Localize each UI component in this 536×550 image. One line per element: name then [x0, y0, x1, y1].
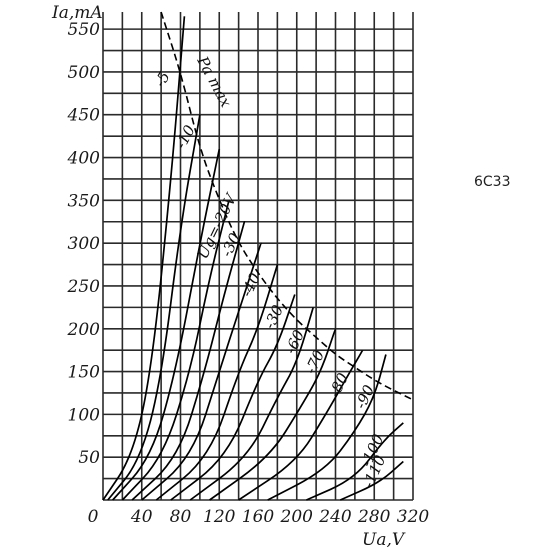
y-tick-label: 550 [68, 20, 101, 40]
y-tick-label: 450 [67, 106, 101, 126]
y-tick-labels: 50 100 150 200 250 300 350 400 450 500 550 [67, 20, 101, 468]
series-line [102, 16, 186, 501]
chart-series [102, 16, 404, 501]
y-tick-label: 150 [68, 363, 101, 383]
chart-grid [102, 12, 414, 501]
series-line [121, 199, 230, 501]
y-tick-label: 200 [67, 320, 101, 340]
series-line [189, 307, 315, 501]
series-line [131, 220, 246, 501]
series-line [107, 114, 201, 501]
curve-label: -60 [281, 327, 308, 357]
x-tick-label: 40 [130, 507, 153, 527]
series-line [306, 422, 404, 501]
y-tick-label: 500 [68, 63, 101, 83]
y-tick-label: 250 [67, 277, 101, 297]
series-line [339, 460, 404, 501]
y-tick-label: 50 [78, 448, 100, 468]
x-tick-label: 240 [318, 507, 352, 527]
series-line [112, 148, 221, 501]
x-tick-label: 320 [397, 507, 430, 527]
series-line [267, 354, 387, 501]
curve-label: -40 [237, 270, 264, 300]
x-tick-label: 80 [170, 507, 192, 527]
series-line [141, 242, 262, 501]
y-tick-label: 300 [68, 234, 101, 254]
series-line [170, 294, 296, 501]
series-line [238, 349, 364, 501]
x-tick-label: 160 [242, 507, 275, 527]
x-axis-title: Ua,V [362, 530, 406, 550]
series-line [209, 327, 337, 501]
x-tick-label: 200 [280, 507, 314, 527]
pmax-line [160, 11, 414, 401]
x-tick-label: 280 [357, 507, 391, 527]
x-tick-label: 0 [88, 507, 99, 527]
tube-type-label: 6C33 [474, 174, 511, 190]
y-tick-label: 400 [67, 149, 101, 169]
series-line [155, 264, 279, 501]
y-tick-label: 100 [68, 405, 101, 425]
y-tick-label: 350 [68, 191, 101, 211]
pmax-curve [160, 11, 414, 401]
y-axis-title: Ia,mA [51, 3, 103, 23]
x-tick-label: 120 [203, 507, 236, 527]
x-tick-labels: 0 40 80 120 160 200 240 280 320 [88, 507, 430, 527]
